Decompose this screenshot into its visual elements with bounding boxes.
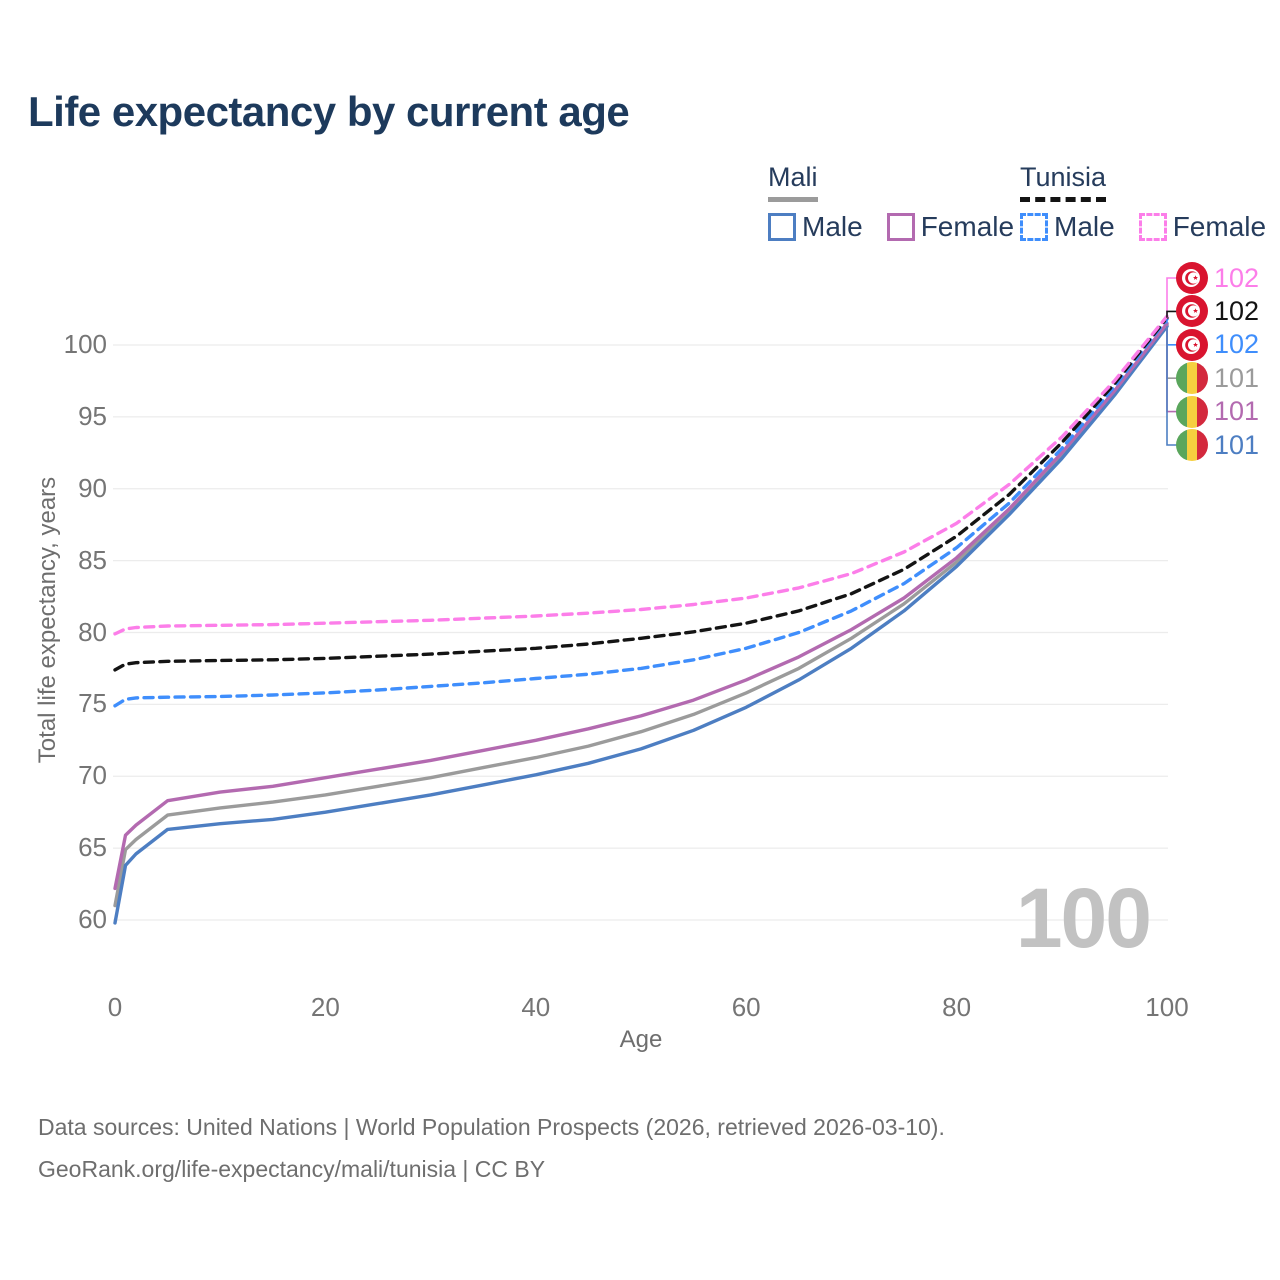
end-label-value: 102: [1214, 295, 1260, 326]
end-label-value: 102: [1214, 329, 1260, 360]
legend-swatch-tunisia-female: [1138, 213, 1167, 241]
y-tick-label: 100: [63, 329, 107, 359]
page-title: Life expectancy by current age: [28, 88, 630, 135]
x-tick-label: 60: [731, 992, 761, 1022]
data-sources-text: Data sources: United Nations | World Pop…: [38, 1114, 945, 1140]
end-label-value: 101: [1214, 362, 1260, 393]
age-counter-watermark: 100: [1015, 871, 1152, 965]
mali-flag-icon: [1176, 429, 1208, 461]
legend-item-label: Male: [1054, 211, 1115, 242]
end-label-tunisia_male: 102: [1176, 328, 1260, 361]
legend-country-mali: Mali: [768, 162, 818, 202]
end-label-mali_total: 101: [1176, 362, 1260, 395]
end-label-mali_male: 101: [1176, 429, 1259, 461]
legend-item-tunisia-male[interactable]: Male: [1020, 211, 1115, 243]
legend-swatch-tunisia-male: [1020, 213, 1048, 241]
series-tunisia_female: [113, 314, 1169, 636]
legend-item-label: Male: [802, 211, 863, 242]
series-tunisia_male: [113, 317, 1169, 708]
x-tick-label: 100: [1145, 992, 1189, 1022]
end-label-value: 102: [1214, 262, 1260, 293]
x-tick-label: 20: [310, 992, 340, 1022]
legend-country-tunisia: Tunisia: [1020, 162, 1107, 202]
x-tick-label: 80: [942, 992, 972, 1022]
y-tick-label: 95: [78, 400, 107, 431]
end-label-tunisia_total: 102: [1176, 295, 1260, 328]
mali-flag-icon: [1176, 395, 1208, 428]
series-mali_male: [113, 324, 1169, 925]
y-tick-label: 65: [78, 832, 107, 863]
legend-group-mali: Mali Male Female: [768, 162, 1038, 243]
y-tick-label: 80: [78, 616, 107, 647]
legend-item-mali-female[interactable]: Female: [886, 211, 1015, 243]
legend-item-mali-male[interactable]: Male: [768, 211, 863, 243]
series-tunisia_total: [113, 316, 1169, 672]
mali-flag-icon: [1176, 362, 1208, 395]
legend-swatch-mali-female: [886, 213, 915, 241]
footer: Data sources: United Nations | World Pop…: [38, 1106, 945, 1190]
legend-item-tunisia-female[interactable]: Female: [1138, 211, 1267, 243]
y-tick-label: 70: [78, 760, 107, 791]
y-tick-label: 60: [78, 904, 107, 934]
tunisia-flag-icon: [1176, 262, 1208, 294]
legend-item-label: Female: [920, 211, 1015, 242]
y-axis-title: Total life expectancy, years: [34, 476, 61, 764]
x-axis-title: Age: [619, 1026, 663, 1053]
end-label-mali_female: 101: [1176, 395, 1260, 428]
tunisia-flag-icon: [1176, 328, 1208, 361]
y-tick-label: 85: [78, 544, 107, 575]
x-tick-label: 40: [521, 992, 551, 1022]
legend-item-label: Female: [1172, 211, 1267, 242]
tunisia-flag-icon: [1176, 295, 1208, 328]
end-label-value: 101: [1214, 396, 1260, 427]
series-mali_female: [113, 321, 1169, 891]
y-tick-label: 90: [78, 472, 107, 503]
y-tick-label: 75: [78, 688, 107, 719]
end-label-tunisia_female: 102: [1176, 262, 1259, 294]
x-tick-label: 0: [107, 992, 123, 1022]
legend-group-tunisia: Tunisia Male Female: [1020, 162, 1280, 243]
series-mali_total: [113, 323, 1169, 908]
end-label-value: 101: [1214, 429, 1260, 460]
attribution-text: GeoRank.org/life-expectancy/mali/tunisia…: [38, 1156, 546, 1182]
legend-swatch-mali-male: [768, 213, 796, 241]
